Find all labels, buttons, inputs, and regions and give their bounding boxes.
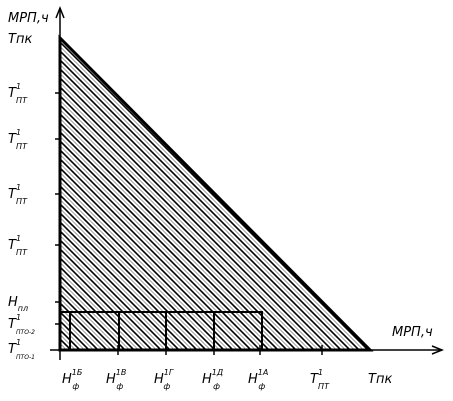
label: T1 ПТ bbox=[8, 234, 28, 257]
label-base: Н bbox=[106, 372, 116, 387]
label-base: T bbox=[8, 342, 17, 357]
label-base: Н bbox=[202, 372, 212, 387]
label-sup: 1Г bbox=[164, 368, 174, 377]
label-sub: пл bbox=[18, 304, 28, 313]
label: T1 ПТ bbox=[310, 368, 330, 391]
label-sup: 1 bbox=[16, 234, 21, 243]
label-sup: 1 bbox=[16, 313, 21, 322]
label-base: Тпк bbox=[368, 372, 392, 387]
label: Тпк bbox=[368, 372, 392, 387]
label-sub: ПТ bbox=[16, 248, 28, 257]
label-base: Н bbox=[62, 372, 72, 387]
label-sub: ПТ bbox=[16, 142, 28, 151]
label-sub: ф bbox=[213, 382, 220, 391]
label-base: Тпк bbox=[8, 32, 32, 47]
label: Н1Д ф bbox=[202, 368, 223, 391]
label-sub: ПТО-1 bbox=[16, 354, 35, 361]
y-arrow bbox=[55, 5, 65, 19]
label-sup: 1В bbox=[116, 368, 127, 377]
x-arrow bbox=[431, 345, 445, 355]
label-base: T bbox=[8, 187, 17, 202]
label-base: T bbox=[8, 238, 17, 253]
label: Н1Г ф bbox=[154, 368, 174, 391]
label: T1 ПТО-2 bbox=[8, 313, 35, 336]
label: T1 ПТ bbox=[8, 183, 28, 206]
label: T1 ПТО-1 bbox=[8, 338, 35, 361]
label: Н1Б ф bbox=[62, 368, 83, 391]
label-sup: 1Д bbox=[212, 368, 223, 377]
label-sub: ф bbox=[116, 382, 123, 391]
label-sub: ф bbox=[72, 382, 79, 391]
label-base: Н bbox=[248, 372, 258, 387]
label: T1 ПТ bbox=[8, 128, 28, 151]
label: Тпк bbox=[8, 32, 32, 47]
label-sub: ПТ bbox=[318, 382, 330, 391]
label-sub: ф bbox=[258, 382, 265, 391]
x-axis-label: МРП,ч bbox=[392, 325, 433, 340]
label-base: Н bbox=[8, 295, 18, 310]
label-sup: 1Б bbox=[72, 368, 83, 377]
label-base: T bbox=[8, 132, 17, 147]
label-base: Н bbox=[154, 372, 164, 387]
label-sup: 1 bbox=[16, 128, 21, 137]
label-sup: 1 bbox=[16, 82, 21, 91]
label-sup: 1 bbox=[16, 338, 21, 347]
y-axis-label: МРП,ч bbox=[8, 11, 49, 26]
label-base: T bbox=[310, 372, 319, 387]
label-sub: ф bbox=[163, 382, 170, 391]
label-sup: 1А bbox=[258, 368, 269, 377]
label-sup: 1 bbox=[318, 368, 323, 377]
label-sub: ПТ bbox=[16, 96, 28, 105]
label-base: T bbox=[8, 86, 17, 101]
label-sub: ПТ bbox=[16, 197, 28, 206]
label-sup: 1 bbox=[16, 183, 21, 192]
label: T1 ПТ bbox=[8, 82, 28, 105]
label: Нпл bbox=[8, 295, 28, 313]
label-base: T bbox=[8, 317, 17, 332]
label: Н1А ф bbox=[248, 368, 268, 391]
label: Н1В ф bbox=[106, 368, 126, 391]
label-sub: ПТО-2 bbox=[16, 329, 35, 336]
